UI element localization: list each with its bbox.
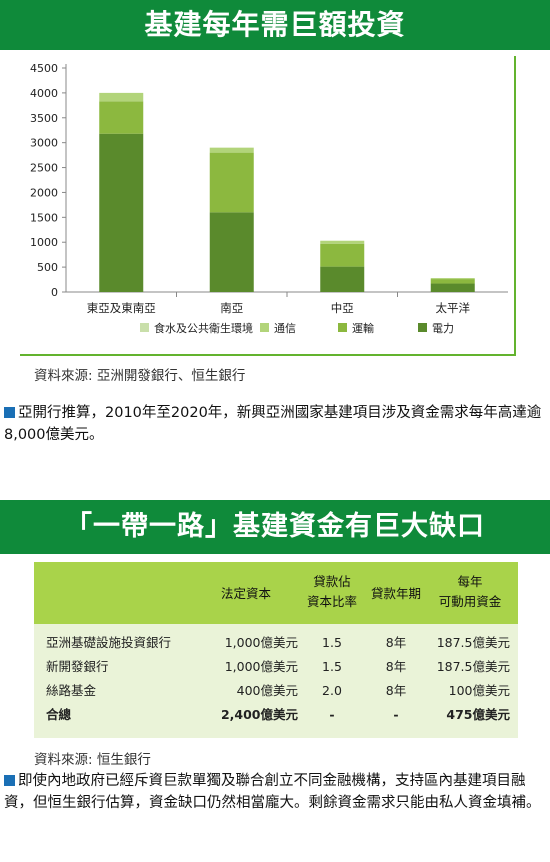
legend-swatch bbox=[260, 323, 269, 332]
x-tick-label: 東亞及東南亞 bbox=[87, 301, 156, 315]
y-tick-label: 2500 bbox=[30, 162, 58, 175]
funding-table: 法定資本 貸款佔 資本比率 貸款年期 每年 可動用資金 亞洲基礎設施投資銀行 1… bbox=[34, 562, 518, 738]
y-tick-label: 3000 bbox=[30, 137, 58, 150]
x-tick-label: 中亞 bbox=[331, 301, 354, 315]
paragraph-infrastructure-demand: 亞開行推算，2010年至2020年，新興亞洲國家基建項目涉及資金需求每年高達逾8… bbox=[4, 402, 548, 446]
legend-label: 通信 bbox=[274, 322, 296, 335]
y-tick-label: 3500 bbox=[30, 112, 58, 125]
table-row: 亞洲基礎設施投資銀行 1,000億美元 1.5 8年 187.5億美元 bbox=[34, 632, 518, 654]
cell-institution: 亞洲基礎設施投資銀行 bbox=[46, 635, 172, 650]
cell-ratio: - bbox=[329, 707, 335, 722]
header-loan-term: 貸款年期 bbox=[370, 586, 421, 601]
cell-term: 8年 bbox=[385, 659, 407, 674]
header-loan-ratio: 貸款佔 資本比率 bbox=[306, 574, 357, 609]
header-capital: 法定資本 bbox=[220, 586, 271, 601]
paragraph-funding-gap: 即使內地政府已經斥資巨款單獨及聯合創立不同金融機構，支持區內基建項目融資，但恒生… bbox=[4, 770, 548, 814]
cell-ratio: 1.5 bbox=[322, 635, 342, 650]
bar-segment bbox=[430, 283, 475, 292]
bar-segment bbox=[99, 133, 144, 292]
y-tick-label: 2000 bbox=[30, 186, 58, 199]
stacked-bar-chart: 0 500 1000 1500 2000 2500 3000 3500 4000 4500 東亞及東… bbox=[30, 62, 508, 335]
bar-segment bbox=[99, 92, 144, 102]
cell-annual: 187.5億美元 bbox=[436, 635, 510, 650]
bar-segment bbox=[209, 147, 254, 153]
bar-segment bbox=[209, 212, 254, 292]
cell-annual: 475億美元 bbox=[446, 707, 510, 722]
cell-capital: 2,400億美元 bbox=[220, 707, 298, 722]
chart-source-note: 資料來源: 亞洲開發銀行、恒生銀行 bbox=[34, 368, 246, 384]
paragraph-text: 即使內地政府已經斥資巨款單獨及聯合創立不同金融機構，支持區內基建項目融資，但恒生… bbox=[4, 773, 541, 811]
cell-ratio: 2.0 bbox=[322, 683, 342, 698]
cell-term: - bbox=[393, 707, 399, 722]
chart-frame: 0 500 1000 1500 2000 2500 3000 3500 4000 4500 東亞及東… bbox=[20, 56, 516, 356]
bar-segment bbox=[430, 278, 475, 280]
table-body: 亞洲基礎設施投資銀行 1,000億美元 1.5 8年 187.5億美元 新開發銀… bbox=[34, 624, 518, 738]
y-tick-label: 500 bbox=[37, 261, 58, 274]
table-title-banner: 「一帶一路」基建資金有巨大缺口 bbox=[0, 500, 550, 554]
legend-label: 電力 bbox=[432, 322, 454, 335]
legend-swatch bbox=[418, 323, 427, 332]
bar-segment bbox=[320, 243, 365, 267]
cell-institution: 新開發銀行 bbox=[46, 659, 109, 674]
x-tick-label: 南亞 bbox=[220, 301, 243, 315]
y-tick-label: 0 bbox=[51, 286, 58, 299]
square-bullet-icon bbox=[4, 775, 15, 786]
bar-segment bbox=[99, 101, 144, 134]
legend-swatch bbox=[338, 323, 347, 332]
table-source-note: 資料來源: 恒生銀行 bbox=[34, 752, 151, 768]
y-tick-label: 1000 bbox=[30, 236, 58, 249]
y-tick-label: 1500 bbox=[30, 211, 58, 224]
bar-segment bbox=[209, 152, 254, 213]
cell-institution: 合總 bbox=[46, 707, 72, 722]
bar-segment bbox=[430, 279, 475, 284]
cell-annual: 187.5億美元 bbox=[436, 659, 510, 674]
cell-capital: 400億美元 bbox=[236, 683, 298, 698]
bar-segment bbox=[320, 266, 365, 292]
cell-term: 8年 bbox=[385, 683, 407, 698]
table-header: 法定資本 貸款佔 資本比率 貸款年期 每年 可動用資金 bbox=[34, 562, 518, 624]
cell-ratio: 1.5 bbox=[322, 659, 342, 674]
legend-label: 運輸 bbox=[352, 321, 374, 335]
x-tick-label: 太平洋 bbox=[436, 301, 471, 315]
cell-capital: 1,000億美元 bbox=[224, 659, 298, 674]
legend-swatch bbox=[140, 323, 149, 332]
cell-term: 8年 bbox=[385, 635, 407, 650]
y-tick-label: 4500 bbox=[30, 62, 58, 75]
cell-capital: 1,000億美元 bbox=[224, 635, 298, 650]
cell-institution: 絲路基金 bbox=[46, 683, 97, 698]
table-row-total: 合總 2,400億美元 - - 475億美元 bbox=[34, 704, 518, 726]
header-annual-funds: 每年 可動用資金 bbox=[438, 574, 502, 609]
table-row: 絲路基金 400億美元 2.0 8年 100億美元 bbox=[34, 680, 518, 702]
paragraph-text: 亞開行推算，2010年至2020年，新興亞洲國家基建項目涉及資金需求每年高達逾8… bbox=[4, 405, 542, 443]
y-tick-label: 4000 bbox=[30, 87, 58, 100]
square-bullet-icon bbox=[4, 407, 15, 418]
table-row: 新開發銀行 1,000億美元 1.5 8年 187.5億美元 bbox=[34, 656, 518, 678]
cell-annual: 100億美元 bbox=[448, 683, 510, 698]
chart-title-banner: 基建每年需巨額投資 bbox=[0, 0, 550, 50]
legend-label: 食水及公共衛生環境 bbox=[154, 321, 253, 335]
bar-segment bbox=[320, 240, 365, 244]
